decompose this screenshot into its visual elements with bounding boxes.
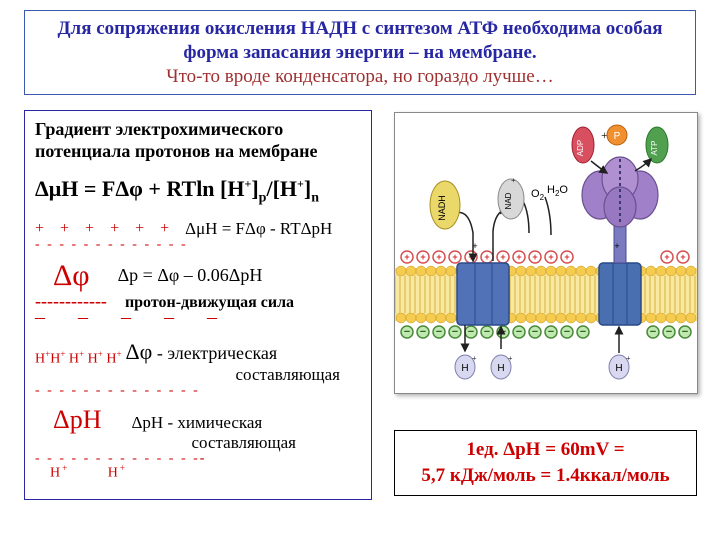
svg-text:−: − [436, 326, 442, 338]
svg-text:H: H [497, 363, 504, 374]
side-eq1: ΔμH = FΔφ - RTΔpH [185, 219, 332, 239]
big-dph: ΔpH [53, 405, 102, 435]
svg-text:+: + [516, 252, 521, 262]
plus-row-group: + + + + + + ΔμH = FΔφ - RTΔpH [35, 219, 361, 239]
left-panel: Градиент электрохимического потенциала п… [24, 110, 372, 500]
title-box: Для сопряжения окисления НАДН с синтезом… [24, 10, 696, 95]
svg-text:+: + [532, 252, 537, 262]
left-heading: Градиент электрохимического потенциала п… [35, 119, 361, 162]
svg-text:+: + [472, 241, 477, 251]
right-panel: 1ед. ΔpH = 60mV = 5,7 кДж/моль = 1.4ккал… [394, 430, 697, 496]
membrane-bilayer [395, 266, 697, 323]
svg-text:−: − [516, 326, 522, 338]
svg-text:−: − [548, 326, 554, 338]
svg-text:−: − [468, 326, 474, 338]
svg-text:+: + [564, 252, 569, 262]
svg-text:H: H [615, 363, 622, 374]
pi-label: P [614, 131, 621, 142]
svg-text:+: + [472, 354, 477, 363]
svg-text:+: + [404, 252, 409, 262]
dphi-description: Δφ - электрическаясоставляющая [126, 339, 340, 385]
adp-label: ADP [576, 140, 585, 156]
svg-text:−: − [564, 326, 570, 338]
svg-text:H: H [461, 363, 468, 374]
svg-text:−: − [650, 326, 656, 338]
svg-text:+: + [484, 252, 489, 262]
etc-complex [457, 263, 509, 325]
right-line2: 5,7 кДж/моль = 1.4ккал/моль [395, 463, 696, 489]
svg-text:+: + [664, 252, 669, 262]
title-line1: Для сопряжения окисления НАДН с синтезом… [33, 17, 687, 65]
svg-text:−: − [484, 326, 490, 338]
svg-text:−: − [452, 326, 458, 338]
main-equation: ΔμH = FΔφ + RTln [H+]p/[H+]n [35, 176, 361, 206]
atp-label: ATP [650, 141, 659, 156]
dph-row: ΔpH ΔpH - химическаясоставляющая [35, 405, 361, 453]
dash-line-3: - - - - - - - - - - - - - - [35, 383, 361, 399]
membrane-diagram: +++++++++++++ −−−−−−−−−−−−−−− [394, 112, 698, 394]
big-dphi: Δφ [53, 259, 90, 293]
svg-text:+: + [614, 241, 619, 251]
right-line1: 1ед. ΔpH = 60mV = [395, 437, 696, 463]
svg-text:+: + [508, 354, 513, 363]
dp-equation: Δp = Δφ – 0.06ΔpH [118, 265, 263, 286]
svg-text:−: − [580, 326, 586, 338]
nadh-label: NADH [437, 195, 447, 221]
plus-row: + + + + + + [35, 220, 175, 238]
svg-text:−: − [404, 326, 410, 338]
svg-text:+: + [452, 252, 457, 262]
svg-text:+: + [500, 252, 505, 262]
svg-text:+: + [626, 354, 631, 363]
dphi-row: Δφ Δp = Δφ – 0.06ΔpH [35, 259, 361, 293]
dash-line-1: - - - - - - - - - - - - - [35, 237, 361, 253]
svg-text:+: + [420, 252, 425, 262]
title-line2: Что-то вроде конденсатора, но гораздо лу… [33, 65, 687, 89]
svg-text:−: − [532, 326, 538, 338]
svg-text:−: − [682, 326, 688, 338]
minus-row: – – – – – [35, 306, 361, 329]
svg-text:+: + [511, 176, 516, 185]
svg-text:+: + [436, 252, 441, 262]
svg-text:−: − [666, 326, 672, 338]
svg-text:−: − [420, 326, 426, 338]
nad-label: NAD [504, 192, 513, 209]
hplus-row: H+H+ H+ H+ H+ [35, 349, 122, 368]
svg-text:+: + [548, 252, 553, 262]
diagram-svg: +++++++++++++ −−−−−−−−−−−−−−− [395, 113, 697, 393]
svg-text:+: + [680, 252, 685, 262]
dph-description: ΔpH - химическаясоставляющая [132, 413, 296, 453]
